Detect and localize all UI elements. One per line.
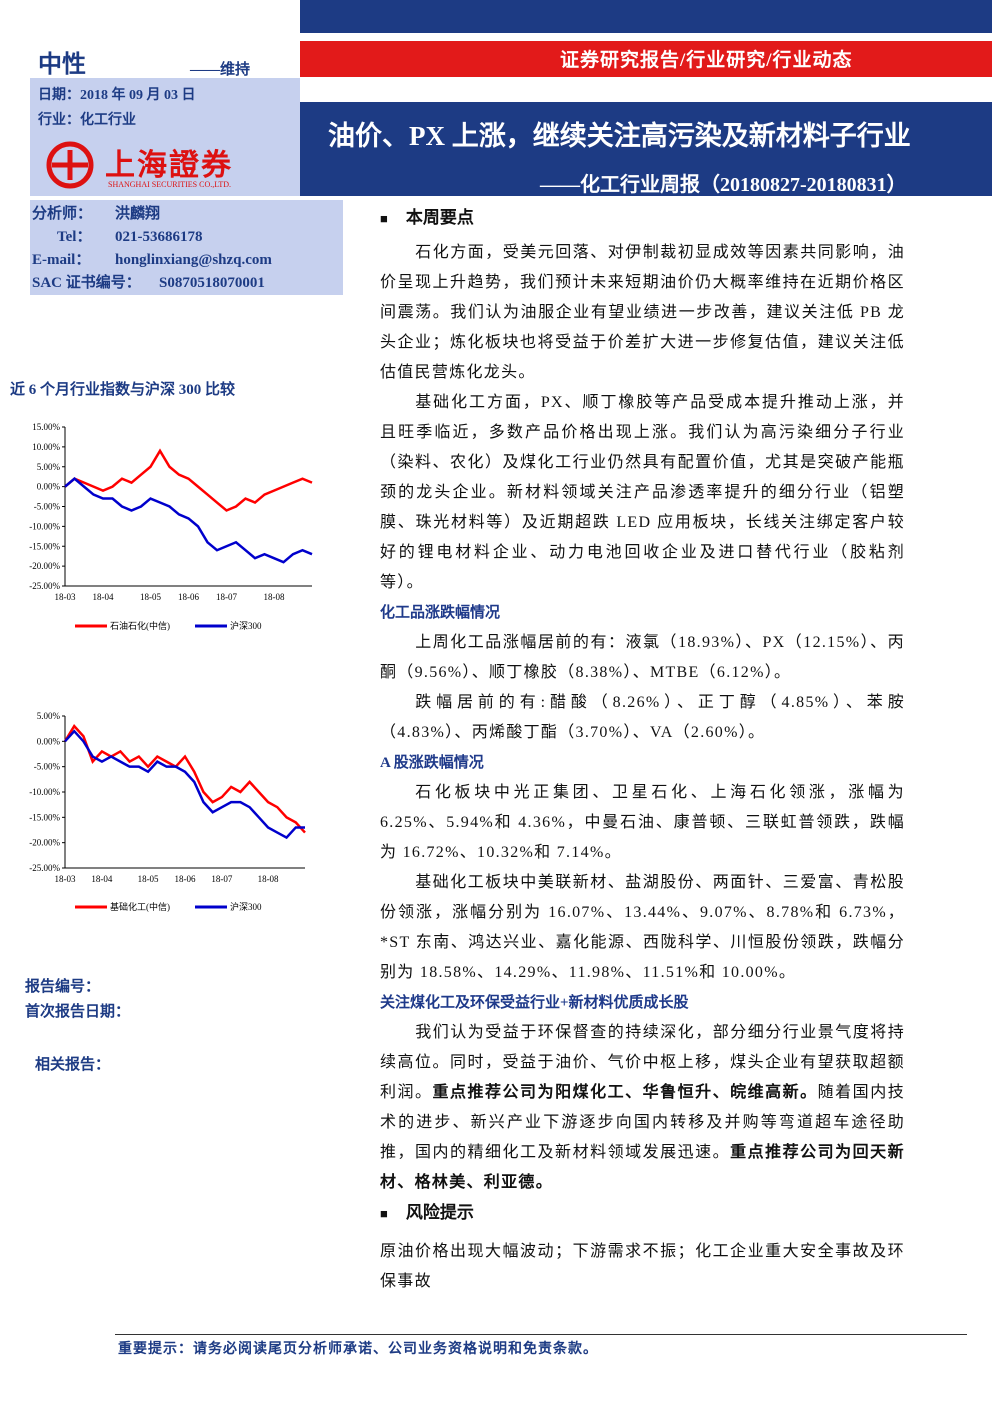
- y-tick-label: -25.00%: [29, 581, 60, 591]
- y-tick-label: 15.00%: [32, 422, 60, 432]
- x-tick-label: 18-06: [178, 592, 199, 602]
- text: 基础化工板块中美联新材、盐湖股份、两面针、三爱富、青松股份领涨，涨幅分别为 16…: [380, 874, 905, 981]
- analyst-value: 洪麟翔: [115, 206, 161, 222]
- y-tick-label: -10.00%: [29, 521, 60, 531]
- red-band: [300, 41, 992, 77]
- line-series: [64, 477, 313, 564]
- analyst-value: 021-53686178: [115, 229, 203, 245]
- text: 原油价格出现大幅波动；下游需求不振；化工企业重大安全事故及环保事故: [380, 1243, 905, 1290]
- x-tick-label: 18-03: [55, 874, 76, 884]
- paragraph: 基础化工方面，PX、顺丁橡胶等产品受成本提升推动上涨，并且旺季临近，多数产品价格…: [380, 388, 905, 598]
- gap: [300, 33, 992, 41]
- paragraph: 石化板块中光正集团、卫星石化、上海石化领涨，涨幅为 6.25%、5.94%和 4…: [380, 778, 905, 868]
- y-tick-label: -10.00%: [29, 787, 60, 797]
- y-tick-label: 0.00%: [37, 736, 61, 746]
- legend-label: 基础化工(中信): [110, 901, 170, 912]
- report-subtitle: ——化工行业周报（20180827-20180831）: [540, 174, 907, 196]
- analyst-row: 分析师： 洪麟翔: [32, 203, 272, 226]
- text: 我们认为受益于环保督查的持续深化，部分细分行业景气度将持续高位。同时，受益于油价…: [380, 1024, 905, 1101]
- y-tick-label: -5.00%: [34, 762, 61, 772]
- analyst-panel: [30, 200, 343, 295]
- section-heading: 化工品涨跌幅情况: [380, 605, 501, 621]
- line-series: [63, 724, 306, 834]
- logo-cn: 上海證券: [105, 149, 233, 182]
- analyst-label: E-mail：: [32, 252, 91, 268]
- x-tick-label: 18-08: [264, 592, 285, 602]
- paragraph: 基础化工板块中美联新材、盐湖股份、两面针、三爱富、青松股份领涨，涨幅分别为 16…: [380, 868, 905, 988]
- line-series: [64, 729, 305, 840]
- report-body: 本周要点石化方面，受美元回落、对伊制裁初显成效等因素共同影响，油价呈现上升趋势，…: [380, 203, 905, 1297]
- logo-mark: [46, 141, 94, 189]
- chart-section-title: 近 6 个月行业指数与沪深 300 比较: [10, 382, 236, 398]
- industry: 行业：化工行业: [38, 113, 136, 128]
- rating-action: ——维持: [190, 62, 251, 78]
- y-tick-label: -20.00%: [29, 561, 60, 571]
- paragraph: 原油价格出现大幅波动；下游需求不振；化工企业重大安全事故及环保事故: [380, 1237, 905, 1297]
- y-tick-label: -25.00%: [29, 863, 60, 873]
- text: 随着国内技术的进步、新兴产业下游逐步向国内转移及并购等弯道超车途径助推，国内的精…: [380, 1084, 905, 1161]
- x-tick-label: 18-05: [138, 874, 159, 884]
- x-tick-label: 18-06: [175, 874, 196, 884]
- date: 日期：2018 年 09 月 03 日: [38, 88, 196, 103]
- report-number: 报告编号：: [25, 979, 101, 995]
- top-band: [300, 0, 992, 33]
- y-tick-label: 0.00%: [37, 482, 61, 492]
- analyst-value: S0870518070001: [159, 275, 265, 291]
- paragraph: 我们认为受益于环保督查的持续深化，部分细分行业景气度将持续高位。同时，受益于油价…: [380, 1018, 905, 1198]
- x-tick-label: 18-05: [140, 592, 161, 602]
- legend-label: 沪深300: [230, 901, 262, 912]
- line-series: [64, 448, 313, 512]
- bold-text: 重点推荐公司为回天新材、格林美、利亚德。: [380, 1144, 905, 1191]
- y-tick-label: -15.00%: [29, 812, 60, 822]
- section-heading: A 股涨跌幅情况: [380, 755, 484, 771]
- footer-rule: [115, 1334, 967, 1335]
- rating: 中性: [38, 52, 86, 78]
- x-tick-label: 18-07: [211, 874, 232, 884]
- paragraph: 石化方面，受美元回落、对伊制裁初显成效等因素共同影响，油价呈现上升趋势，我们预计…: [380, 238, 905, 388]
- analyst-value: honglinxiang@shzq.com: [115, 252, 272, 268]
- x-tick-label: 18-04: [91, 874, 112, 884]
- legend-label: 石油石化(中信): [110, 620, 170, 631]
- text: 基础化工方面，PX、顺丁橡胶等产品受成本提升推动上涨，并且旺季临近，多数产品价格…: [380, 394, 905, 591]
- text: 上周化工品涨幅居前的有：液氯（18.93%）、PX（12.15%）、丙酮（9.5…: [380, 634, 905, 681]
- analyst-row: SAC 证书编号： S0870518070001: [32, 272, 272, 295]
- paragraph: 跌幅居前的有:醋酸（8.26%）、正丁醇（4.85%）、苯胺（4.83%）、丙烯…: [380, 688, 905, 748]
- logo-en: SHANGHAI SECURITIES CO.,LTD.: [108, 180, 232, 189]
- x-tick-label: 18-03: [55, 592, 76, 602]
- bold-text: 重点推荐公司为阳煤化工、华鲁恒升、皖维高新。: [432, 1084, 818, 1101]
- text: 跌幅居前的有:醋酸（8.26%）、正丁醇（4.85%）、苯胺（4.83%）、丙烯…: [380, 694, 905, 741]
- analyst-row: Tel： 021-53686178: [32, 226, 272, 249]
- analyst-info: 分析师： 洪麟翔 Tel： 021-53686178 E-mail： honglinxia…: [32, 203, 272, 295]
- y-tick-label: 5.00%: [37, 462, 61, 472]
- footer-note: 重要提示：请务必阅读尾页分析师承诺、公司业务资格说明和免责条款。: [118, 1342, 598, 1357]
- analyst-label: SAC 证书编号：: [32, 275, 141, 291]
- analyst-row: E-mail： honglinxiang@shzq.com: [32, 249, 272, 272]
- y-tick-label: 10.00%: [32, 442, 60, 452]
- chart: -25.00% -20.00% -15.00% -10.00% -5.00% 0.00% 5…: [29, 422, 313, 631]
- paragraph: 上周化工品涨幅居前的有：液氯（18.93%）、PX（12.15%）、丙酮（9.5…: [380, 628, 905, 688]
- section-heading: 本周要点: [380, 203, 905, 234]
- legend-label: 沪深300: [230, 620, 262, 631]
- title-band: [300, 102, 992, 196]
- report-title: 油价、PX 上涨，继续关注高污染及新材料子行业: [328, 121, 911, 151]
- x-tick-label: 18-04: [93, 592, 114, 602]
- x-tick-label: 18-08: [258, 874, 279, 884]
- y-tick-label: -5.00%: [34, 502, 61, 512]
- first-report-date: 首次报告日期：: [25, 1004, 131, 1020]
- section-heading: 关注煤化工及环保受益行业+新材料优质成长股: [380, 995, 689, 1011]
- analyst-label: Tel：: [57, 229, 92, 245]
- y-tick-label: 5.00%: [37, 711, 61, 721]
- y-tick-label: -20.00%: [29, 838, 60, 848]
- chart: -25.00% -20.00% -15.00% -10.00% -5.00% 0.00% 5…: [29, 711, 306, 912]
- y-tick-label: -15.00%: [29, 541, 60, 551]
- section-heading: 风险提示: [380, 1198, 905, 1229]
- x-tick-label: 18-07: [216, 592, 237, 602]
- analyst-label: 分析师：: [32, 206, 93, 222]
- text: 石化板块中光正集团、卫星石化、上海石化领涨，涨幅为 6.25%、5.94%和 4…: [380, 784, 905, 861]
- text: 石化方面，受美元回落、对伊制裁初显成效等因素共同影响，油价呈现上升趋势，我们预计…: [380, 244, 905, 381]
- info-panel: [30, 78, 300, 196]
- related-reports: 相关报告：: [35, 1057, 111, 1073]
- report-category: 证券研究报告/行业研究/行业动态: [560, 50, 853, 71]
